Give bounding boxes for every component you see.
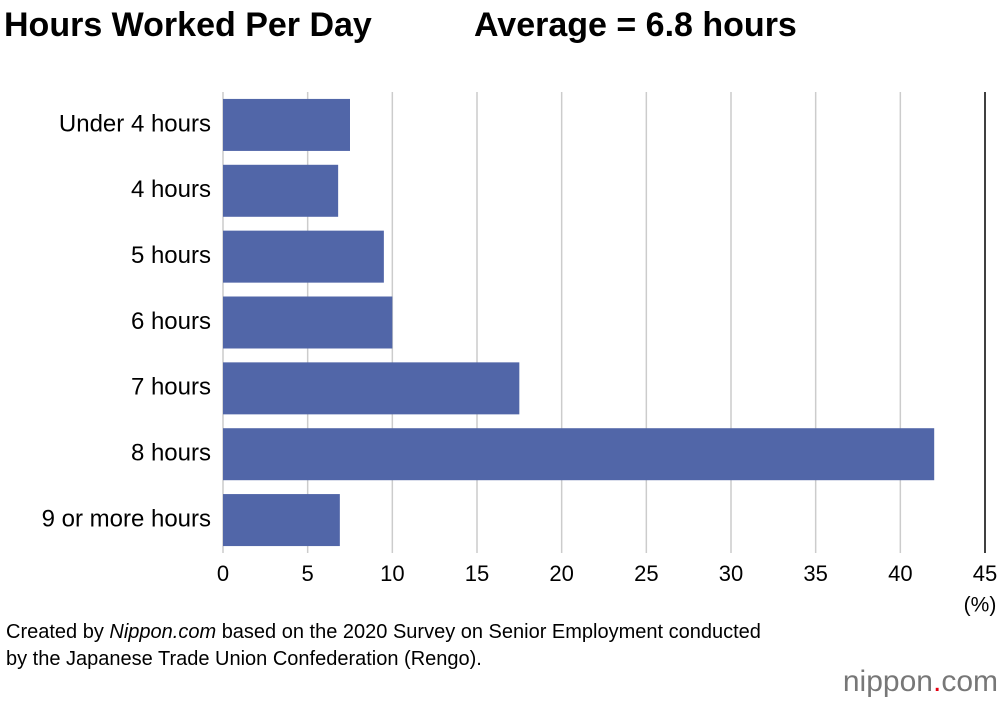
y-tick-label: 9 or more hours bbox=[42, 505, 211, 532]
y-tick-label: 4 hours bbox=[131, 176, 211, 203]
bar bbox=[223, 494, 340, 547]
source-note: Created by Nippon.com based on the 2020 … bbox=[6, 619, 781, 673]
x-tick-label: 20 bbox=[549, 561, 573, 586]
bar bbox=[223, 164, 339, 217]
bar bbox=[223, 98, 350, 151]
bar bbox=[223, 362, 520, 415]
source-site: Nippon.com bbox=[109, 621, 217, 643]
logo: nippon.com bbox=[843, 665, 998, 698]
x-tick-label: 40 bbox=[888, 561, 912, 586]
x-unit: (%) bbox=[964, 594, 997, 617]
x-tick-label: 35 bbox=[803, 561, 827, 586]
source-text: Created by bbox=[6, 621, 104, 643]
x-tick-label: 45 bbox=[973, 561, 997, 586]
x-tick-label: 15 bbox=[465, 561, 489, 586]
y-tick-label: 5 hours bbox=[131, 242, 211, 269]
x-tick-label: 5 bbox=[302, 561, 314, 586]
bar bbox=[223, 428, 935, 481]
logo-part: nippon bbox=[843, 665, 933, 698]
logo-part: com bbox=[941, 665, 998, 698]
x-tick-label: 10 bbox=[380, 561, 404, 586]
y-tick-label: 6 hours bbox=[131, 308, 211, 335]
logo-dot: . bbox=[933, 665, 941, 698]
x-tick-label: 25 bbox=[634, 561, 658, 586]
source-text: based on the 2020 Survey on Senior Emplo… bbox=[6, 621, 761, 670]
x-tick-label: 0 bbox=[217, 561, 229, 586]
chart-subtitle: Average = 6.8 hours bbox=[474, 6, 797, 44]
bar bbox=[223, 230, 384, 283]
y-tick-label: 7 hours bbox=[131, 374, 211, 401]
y-tick-label: 8 hours bbox=[131, 440, 211, 467]
y-tick-label: Under 4 hours bbox=[59, 110, 211, 137]
chart-title: Hours Worked Per Day bbox=[4, 6, 372, 44]
bar bbox=[223, 296, 393, 349]
x-tick-label: 30 bbox=[719, 561, 743, 586]
